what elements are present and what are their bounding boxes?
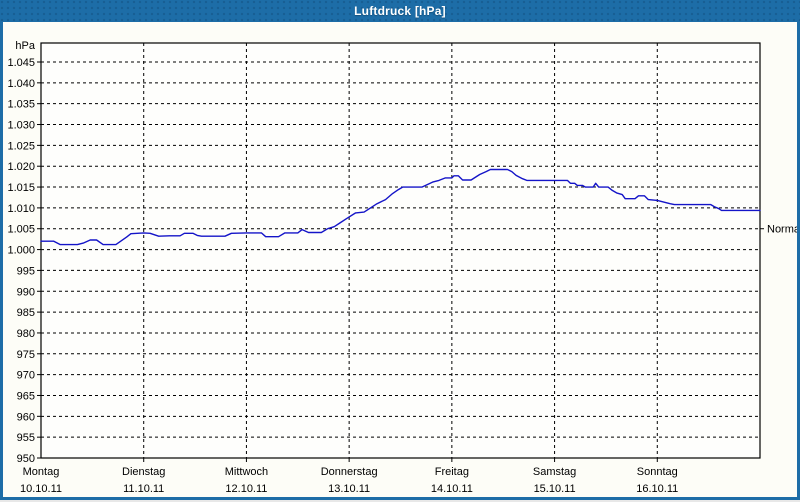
y-axis-unit-label: hPa xyxy=(15,40,35,52)
y-tick-label: 985 xyxy=(17,307,35,319)
y-tick-label: 1.030 xyxy=(7,120,35,132)
x-day-label: Montag xyxy=(23,466,60,478)
y-tick-label: 980 xyxy=(17,328,35,340)
y-tick-label: 955 xyxy=(17,432,35,444)
window-title: Luftdruck [hPa] xyxy=(354,4,446,18)
y-tick-label: 1.025 xyxy=(7,140,35,152)
x-date-label: 11.10.11 xyxy=(123,483,164,495)
y-tick-label: 960 xyxy=(17,411,35,423)
x-day-label: Freitag xyxy=(435,466,469,478)
y-tick-label: 1.005 xyxy=(7,224,35,236)
normal-label: Normal xyxy=(767,224,797,236)
y-tick-label: 1.000 xyxy=(7,245,35,257)
y-tick-label: 1.010 xyxy=(7,203,35,215)
x-date-label: 15.10.11 xyxy=(534,483,576,495)
x-day-label: Donnerstag xyxy=(321,466,378,478)
plot-border xyxy=(40,42,761,459)
y-tick-label: 950 xyxy=(17,453,35,465)
x-date-label: 14.10.11 xyxy=(431,483,473,495)
x-day-label: Sonntag xyxy=(637,466,678,478)
x-date-label: 10.10.11 xyxy=(20,483,62,495)
x-day-label: Dienstag xyxy=(122,466,165,478)
y-tick-label: 970 xyxy=(17,370,35,382)
pressure-line xyxy=(40,168,761,246)
y-tick-label: 965 xyxy=(17,390,35,402)
y-tick-label: 1.020 xyxy=(7,161,35,173)
y-tick-label: 990 xyxy=(17,286,35,298)
y-tick-label: 975 xyxy=(17,349,35,361)
chart-content: 1.045 1.040 1.035 1.030 1.025 1.020 1.015 1.010… xyxy=(3,22,800,497)
x-day-label: Samstag xyxy=(533,466,576,478)
y-tick-label: 995 xyxy=(17,265,35,277)
pressure-line-chart: 1.045 1.040 1.035 1.030 1.025 1.020 1.015 1.010… xyxy=(7,40,800,495)
x-day-label: Mittwoch xyxy=(225,466,268,478)
title-bar: Luftdruck [hPa] xyxy=(0,0,800,22)
x-date-label: 12.10.11 xyxy=(225,483,267,495)
y-tick-label: 1.035 xyxy=(7,99,35,111)
y-tick-label: 1.045 xyxy=(7,57,35,69)
y-tick-label: 1.015 xyxy=(7,182,35,194)
x-date-label: 13.10.11 xyxy=(328,483,370,495)
x-date-label: 16.10.11 xyxy=(636,483,678,495)
y-tick-label: 1.040 xyxy=(7,78,35,90)
